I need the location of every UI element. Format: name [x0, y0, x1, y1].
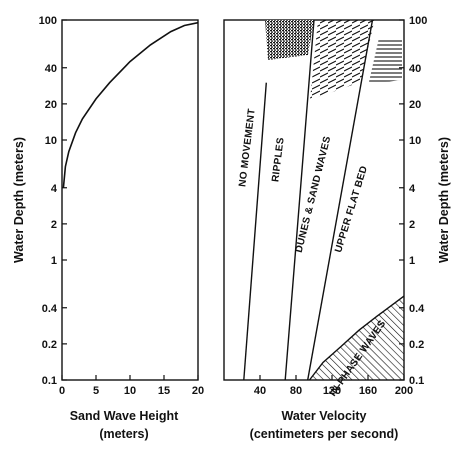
left-y-tick-label: 1 — [51, 255, 57, 267]
right-y-tick-label: 4 — [409, 183, 416, 195]
left-y-tick-label: 0.1 — [42, 375, 57, 387]
right-x-tick-label: 120 — [323, 385, 341, 397]
right-y-tick-label: 0.1 — [409, 375, 424, 387]
region-ripples: RIPPLES — [270, 137, 286, 183]
right-y-tick-label: 1 — [409, 255, 415, 267]
ripples-texture — [265, 20, 314, 60]
left-plot-frame — [61, 19, 199, 381]
right-y-tick-label: 100 — [409, 15, 427, 27]
regime-boundary-3 — [307, 19, 374, 381]
left-y-tick-label: 0.2 — [42, 339, 57, 351]
right-x-axis-label-line1: Water Velocity — [282, 409, 367, 423]
region-no-movement: NO MOVEMENT — [237, 108, 258, 188]
left-y-tick-label: 40 — [45, 63, 57, 75]
right-x-tick-label: 200 — [395, 385, 413, 397]
right-y-tick-label: 40 — [409, 63, 421, 75]
right-y-tick-label: 10 — [409, 135, 421, 147]
left-y-tick-label: 4 — [51, 183, 58, 195]
left-y-tick-label: 10 — [45, 135, 57, 147]
right-x-tick-label: 160 — [359, 385, 377, 397]
regime-boundary-1 — [243, 82, 267, 381]
left-x-tick-label: 5 — [93, 385, 99, 397]
right-y-tick-label: 2 — [409, 219, 415, 231]
left-y-tick-label: 0.4 — [42, 303, 58, 315]
right-x-tick-label: 40 — [254, 385, 266, 397]
in-phase-waves-texture — [309, 296, 404, 380]
regime-boundary-4 — [308, 295, 405, 381]
axis-labels: Water Depth (meters) Water Depth (meters)… — [12, 137, 451, 441]
regime-boundary-2 — [284, 19, 315, 381]
left-x-tick-label: 15 — [158, 385, 170, 397]
dunes-texture — [310, 20, 375, 100]
left-y-tick-label: 20 — [45, 99, 57, 111]
left-y-tick-label: 2 — [51, 219, 57, 231]
left-x-axis-label-line2: (meters) — [99, 427, 148, 441]
right-x-axis-label-line2: (centimeters per second) — [250, 427, 399, 441]
right-y-tick-label: 0.4 — [409, 303, 425, 315]
left-x-tick-label: 0 — [59, 385, 65, 397]
left-x-axis-label-line1: Sand Wave Height — [70, 409, 179, 423]
left-x-tick-label: 10 — [124, 385, 136, 397]
sand-wave-height-curve — [62, 21, 199, 188]
left-y-axis-label: Water Depth (meters) — [12, 137, 26, 263]
right-panel: 100 40 20 10 4 2 1 0.4 0.2 0.1 40 80 120 160 200 NO MOV… — [223, 15, 427, 399]
right-y-tick-label: 0.2 — [409, 339, 424, 351]
left-y-tick-label: 100 — [39, 15, 57, 27]
right-y-axis-label: Water Depth (meters) — [437, 137, 451, 263]
left-panel: 100 40 20 10 4 2 1 0.4 0.2 0.10 5 10 15 20 — [39, 15, 204, 397]
right-x-tick-label: 80 — [290, 385, 302, 397]
right-y-tick-label: 20 — [409, 99, 421, 111]
flat-bed-texture — [368, 40, 402, 84]
left-x-tick-label: 20 — [192, 385, 204, 397]
